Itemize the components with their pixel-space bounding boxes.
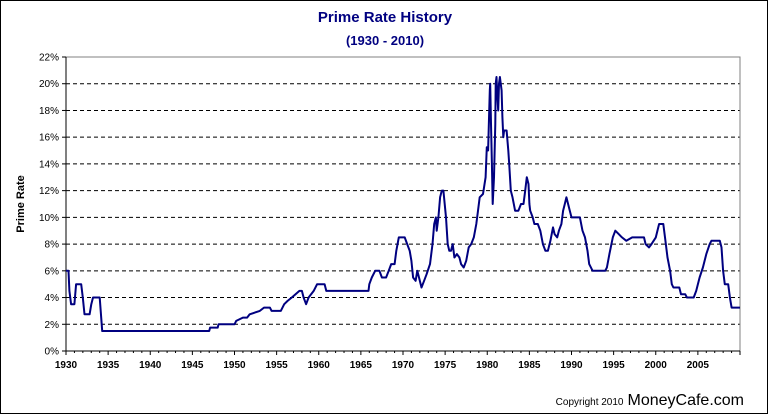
y-tick-label: 0% [45, 347, 60, 358]
y-tick-label: 18% [39, 106, 59, 117]
y-tick-label: 16% [39, 133, 59, 144]
brand-name: MoneyCafe.com [627, 392, 745, 409]
x-tick-label: 1990 [560, 360, 583, 371]
axes [65, 57, 740, 352]
x-tick-label: 1935 [97, 360, 120, 371]
x-tick-label: 1975 [434, 360, 457, 371]
x-tick-label: 1965 [350, 360, 373, 371]
x-tick-label: 1945 [181, 360, 204, 371]
copyright-text: Copyright 2010 [555, 397, 624, 408]
x-tick-label: 1995 [603, 360, 626, 371]
x-tick-label: 2000 [645, 360, 668, 371]
x-tick-label: 1955 [266, 360, 289, 371]
y-tick-label: 6% [45, 266, 60, 277]
y-tick-label: 12% [39, 186, 59, 197]
y-tick-label: 22% [39, 53, 59, 64]
y-tick-label: 14% [39, 159, 59, 170]
series-group [66, 76, 740, 332]
x-tick-label: 2005 [687, 360, 710, 371]
x-tick-label: 1960 [308, 360, 331, 371]
x-tick-label: 1980 [476, 360, 499, 371]
chart-title: Prime Rate History [317, 9, 453, 26]
series-line-1 [66, 76, 740, 332]
x-tick-label: 1930 [55, 360, 78, 371]
x-tick-label: 1970 [392, 360, 415, 371]
x-tick-label: 1985 [518, 360, 541, 371]
plot-area [65, 56, 741, 352]
y-axis-label: Prime Rate [15, 175, 27, 232]
x-tick-label: 1940 [139, 360, 162, 371]
y-tick-label: 10% [39, 213, 59, 224]
y-tick-label: 20% [39, 79, 59, 90]
y-tick-label: 4% [45, 293, 60, 304]
y-tick-label: 8% [45, 240, 60, 251]
y-axis-ticks: 0% 2% 4% 6% 8% 10% 12% 14% 16% 18% 20% 22% [39, 53, 66, 358]
x-tick-label: 1950 [223, 360, 246, 371]
x-axis-ticks: 1930 1935 1940 1945 1950 1955 1960 1965 1970 1975… [55, 351, 741, 371]
copyright: Copyright 2010 MoneyCafe.com [556, 392, 744, 410]
y-tick-label: 2% [45, 320, 60, 331]
chart-subtitle: (1930 - 2010) [345, 33, 425, 48]
grid-lines [66, 56, 740, 325]
